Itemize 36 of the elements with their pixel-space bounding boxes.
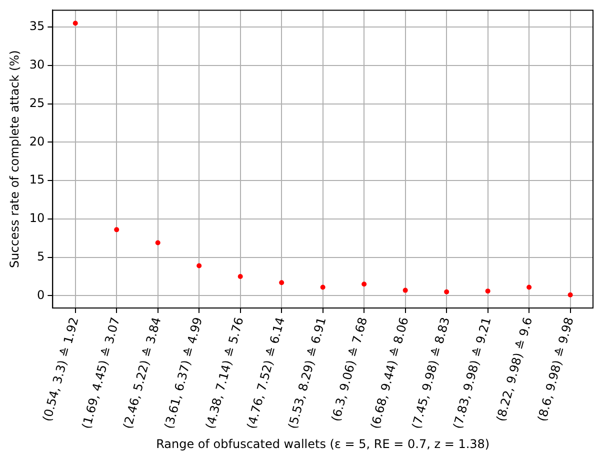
point — [155, 240, 160, 246]
x-tick-label: (1.69, 4.45) ≙ 3.07 — [79, 316, 123, 430]
x-tick-label: (7.83, 9.98) ≙ 9.21 — [450, 316, 494, 430]
y-tick-label: 25 — [29, 96, 45, 110]
x-axis-title: Range of obfuscated wallets (ε = 5, RE = 0.7, z = 1.38) — [156, 436, 490, 451]
x-tick-label: (4.76, 7.52) ≙ 6.14 — [244, 316, 288, 430]
y-tick-label: 0 — [37, 288, 45, 302]
point — [402, 288, 408, 293]
x-tick-label: (7.45, 9.98) ≙ 8.83 — [409, 316, 452, 430]
y-axis-title: Success rate of complete attack (%) — [7, 50, 22, 268]
point — [444, 289, 450, 294]
point — [72, 20, 78, 26]
point — [568, 292, 573, 298]
y-tick-label: 20 — [29, 134, 45, 148]
point — [238, 274, 243, 279]
x-tick-label: (3.61, 6.37) ≙ 4.99 — [162, 316, 206, 430]
x-tick-label: (4.38, 7.14) ≙ 5.76 — [203, 316, 246, 430]
point — [196, 263, 202, 268]
point — [114, 227, 120, 232]
y-tick-label: 10 — [29, 211, 45, 226]
x-tick-label: (8.6, 9.98) ≙ 9.98 — [534, 316, 576, 423]
x-tick-label: (2.46, 5.22) ≙ 3.84 — [120, 316, 164, 430]
point — [526, 284, 532, 290]
y-tick-label: 5 — [37, 249, 45, 264]
y-tick-label: 35 — [29, 19, 45, 34]
y-tick-label: 30 — [29, 58, 45, 72]
x-tick-label: (5.53, 8.29) ≙ 6.91 — [286, 316, 329, 430]
y-tick-label: 15 — [29, 172, 45, 187]
point — [485, 288, 490, 294]
x-tick-label: (0.54, 3.3) ≙ 1.92 — [40, 316, 82, 423]
point — [320, 284, 326, 290]
point — [362, 282, 367, 287]
x-tick-label: (6.68, 9.44) ≙ 8.06 — [368, 316, 412, 430]
x-tick-label: (8.22, 9.98) ≙ 9.6 — [494, 316, 535, 423]
x-tick-label: (6.3, 9.06) ≙ 7.68 — [328, 316, 370, 423]
point — [279, 280, 284, 286]
